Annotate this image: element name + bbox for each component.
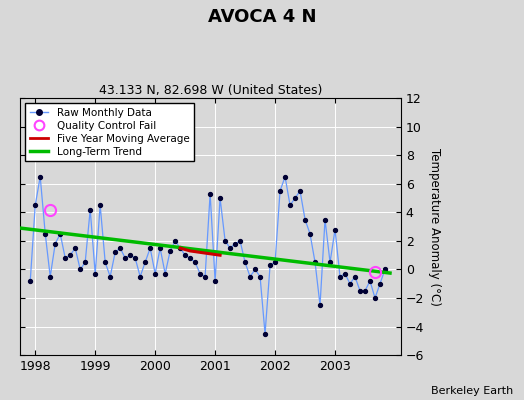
Point (251, 266, 259, 273)
Point (361, 288, 369, 294)
Point (201, 274, 209, 280)
Point (116, 245, 124, 251)
Point (231, 240, 239, 247)
Point (356, 288, 364, 294)
Point (196, 270, 204, 277)
Point (221, 238, 230, 244)
Point (326, 259, 334, 266)
Point (106, 274, 114, 280)
Text: AVOCA 4 N: AVOCA 4 N (208, 8, 316, 26)
Point (236, 238, 244, 244)
Point (151, 270, 159, 277)
Point (86, 206, 94, 213)
Point (216, 195, 224, 201)
Point (136, 274, 144, 280)
Title: 43.133 N, 82.698 W (United States): 43.133 N, 82.698 W (United States) (99, 84, 322, 97)
Point (281, 174, 289, 180)
Point (131, 255, 139, 261)
Point (111, 249, 119, 256)
Point (371, 295, 379, 301)
Point (346, 280, 354, 287)
Point (381, 266, 389, 273)
Point (351, 274, 359, 280)
Legend: Raw Monthly Data, Quality Control Fail, Five Year Moving Average, Long-Term Tren: Raw Monthly Data, Quality Control Fail, … (26, 103, 193, 161)
Point (316, 302, 324, 308)
Point (26, 278, 35, 284)
Point (191, 259, 199, 266)
Point (71, 245, 80, 251)
Point (156, 245, 165, 251)
Point (296, 188, 304, 194)
Point (101, 259, 110, 266)
Point (261, 330, 269, 337)
Point (81, 259, 90, 266)
Point (126, 252, 134, 258)
Point (121, 255, 129, 261)
Point (246, 274, 254, 280)
Point (41, 230, 49, 237)
Y-axis label: Temperature Anomaly (°C): Temperature Anomaly (°C) (428, 148, 441, 306)
Point (31, 202, 39, 208)
Point (181, 252, 189, 258)
Point (206, 191, 214, 197)
Point (366, 278, 374, 284)
Point (321, 216, 329, 223)
Point (266, 262, 274, 268)
Point (331, 226, 339, 233)
Point (91, 270, 100, 277)
Point (161, 270, 169, 277)
Point (291, 195, 299, 201)
Point (66, 252, 74, 258)
Point (241, 259, 249, 266)
Point (211, 278, 220, 284)
Point (336, 274, 344, 280)
Point (171, 238, 179, 244)
Point (51, 240, 59, 247)
Point (341, 270, 349, 277)
Point (226, 245, 234, 251)
Point (306, 230, 314, 237)
Point (56, 230, 64, 237)
Point (271, 259, 279, 266)
Point (166, 248, 174, 254)
Point (186, 255, 194, 261)
Point (176, 245, 184, 251)
Point (36, 174, 45, 180)
Point (311, 259, 319, 266)
Point (286, 202, 294, 208)
Text: Berkeley Earth: Berkeley Earth (431, 386, 514, 396)
Point (276, 188, 284, 194)
Point (256, 274, 264, 280)
Point (96, 202, 104, 208)
Point (46, 274, 54, 280)
Point (141, 259, 149, 266)
Point (376, 280, 384, 287)
Point (146, 245, 155, 251)
Point (76, 266, 84, 273)
Point (61, 255, 69, 261)
Point (301, 216, 309, 223)
